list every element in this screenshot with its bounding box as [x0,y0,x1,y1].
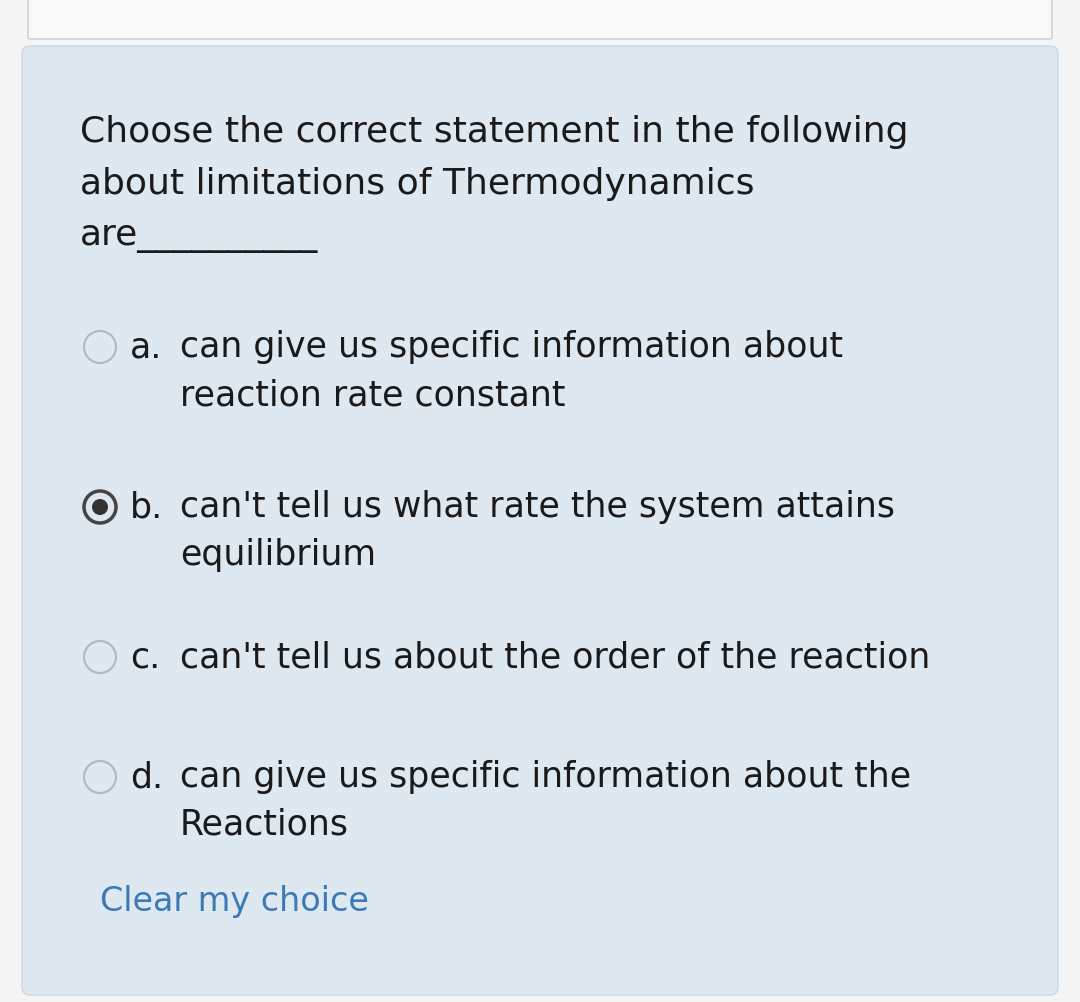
FancyBboxPatch shape [22,47,1058,995]
Circle shape [84,332,116,364]
Text: are__________: are__________ [80,218,319,253]
Text: b.: b. [130,490,163,523]
Text: Choose the correct statement in the following: Choose the correct statement in the foll… [80,115,908,149]
Circle shape [84,492,116,523]
Text: can give us specific information about: can give us specific information about [180,330,843,364]
Circle shape [84,641,116,673]
Text: d.: d. [130,760,163,794]
Text: can't tell us about the order of the reaction: can't tell us about the order of the rea… [180,639,930,673]
Text: reaction rate constant: reaction rate constant [180,378,566,412]
Text: c.: c. [130,639,160,673]
Circle shape [92,500,108,515]
Text: equilibrium: equilibrium [180,537,376,571]
FancyBboxPatch shape [28,0,1052,40]
Text: Clear my choice: Clear my choice [100,884,369,917]
Text: Reactions: Reactions [180,808,349,841]
Text: can't tell us what rate the system attains: can't tell us what rate the system attai… [180,490,895,523]
Text: a.: a. [130,330,162,364]
Text: about limitations of Thermodynamics: about limitations of Thermodynamics [80,167,755,200]
Circle shape [84,762,116,794]
Text: can give us specific information about the: can give us specific information about t… [180,760,912,794]
